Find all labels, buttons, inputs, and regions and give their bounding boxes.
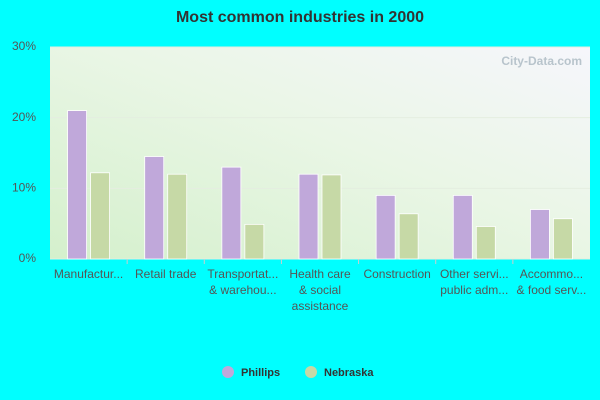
y-tick-label: 20% (12, 110, 36, 124)
bar (90, 172, 110, 260)
x-tick-label-line: Accommo... (520, 267, 583, 281)
x-tick-label: Manufactur... (54, 267, 123, 281)
watermark: City-Data.com (501, 54, 582, 68)
bar (553, 218, 573, 260)
bar (298, 173, 319, 260)
x-tick-label-line: assistance (292, 299, 349, 313)
bar (475, 226, 496, 260)
bar (530, 209, 550, 260)
y-tick-label: 30% (12, 39, 36, 53)
bar (144, 156, 165, 260)
x-tick-label-line: public adm... (440, 283, 508, 297)
bar (221, 166, 242, 260)
x-tick-label-line: & social (299, 283, 341, 297)
chart-title: Most common industries in 2000 (176, 9, 424, 26)
x-tick-label: Accommo... & food serv... (517, 267, 587, 297)
plot-area (50, 47, 590, 259)
bar (67, 110, 87, 260)
x-tick-label: Other servi... public adm... (440, 267, 509, 297)
legend-swatch (222, 366, 234, 378)
y-tick-label: 10% (12, 181, 36, 195)
x-tick-label-line: Health care (289, 267, 351, 281)
x-tick-label-line: Construction (363, 267, 430, 281)
legend-label: Phillips (241, 367, 280, 379)
x-tick-label-line: & food serv... (517, 283, 587, 297)
bar (167, 173, 188, 260)
bar (398, 213, 419, 260)
x-tick-label: Transportat... & warehou... (207, 267, 278, 297)
bar (244, 223, 265, 260)
x-tick-label-line: Transportat... (207, 267, 278, 281)
x-tick-label: Construction (363, 267, 430, 281)
bar (375, 194, 396, 260)
legend-label: Nebraska (324, 367, 374, 379)
bar (452, 194, 473, 260)
bar (321, 174, 342, 260)
x-tick-label-line: Retail trade (135, 267, 197, 281)
x-tick-label: Retail trade (135, 267, 197, 281)
x-tick-label-line: Manufactur... (54, 267, 123, 281)
legend-swatch (305, 366, 317, 378)
x-tick-label-line: & warehou... (209, 283, 276, 297)
y-tick-label: 0% (19, 251, 37, 265)
x-tick-label: Health care & social assistance (289, 267, 351, 313)
x-tick-label-line: Other servi... (440, 267, 509, 281)
